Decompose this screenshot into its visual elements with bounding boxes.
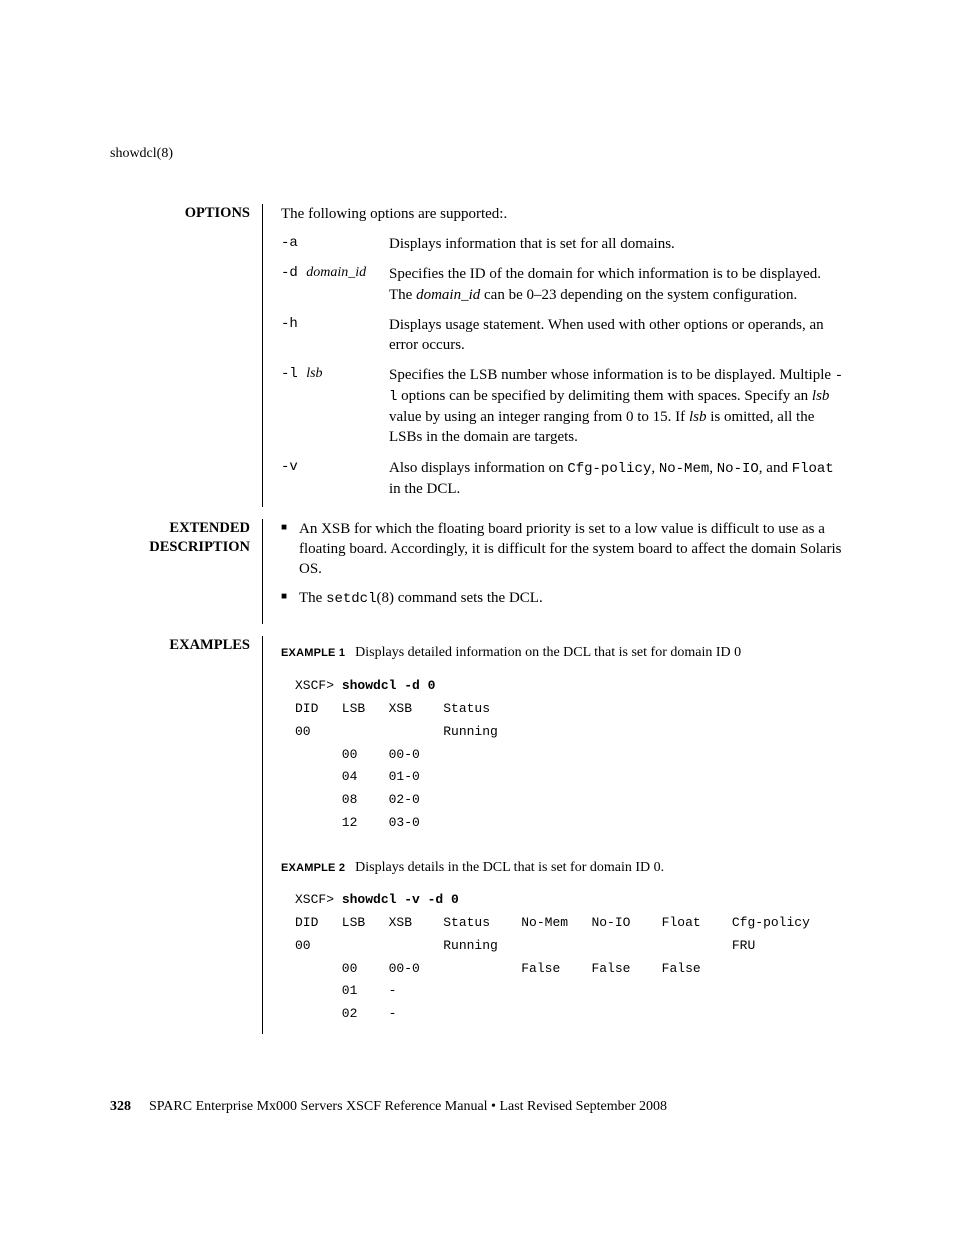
opt-d-flag: -d domain_id (281, 264, 389, 305)
opt-a-desc: Displays information that is set for all… (389, 234, 844, 254)
extdesc-bullet-2: The setdcl(8) command sets the DCL. (281, 588, 844, 609)
opt-d-desc: Specifies the ID of the domain for which… (389, 264, 844, 305)
page-footer: 328 SPARC Enterprise Mx000 Servers XSCF R… (110, 1098, 667, 1117)
example2-tag: EXAMPLE 2 (281, 862, 345, 874)
page-number: 328 (110, 1099, 131, 1114)
opt-h-row: -h Displays usage statement. When used w… (281, 315, 844, 356)
extdesc-label: EXTENDED DESCRIPTION (110, 519, 262, 625)
opt-a-row: -a Displays information that is set for … (281, 234, 844, 254)
example1-desc: Displays detailed information on the DCL… (355, 645, 741, 660)
opt-v-row: -v Also displays information on Cfg-poli… (281, 458, 844, 499)
extdesc-section: EXTENDED DESCRIPTION An XSB for which th… (110, 519, 844, 625)
example2-header: EXAMPLE 2 Displays details in the DCL tha… (281, 857, 844, 878)
page-content: showdcl(8) OPTIONS The following options… (0, 0, 954, 1034)
options-section: OPTIONS The following options are suppor… (110, 204, 844, 507)
opt-v-flag: -v (281, 458, 389, 499)
example1-code: XSCF> showdcl -d 0 DID LSB XSB Status 00… (295, 675, 844, 834)
opt-h-flag: -h (281, 315, 389, 356)
example2-desc: Displays details in the DCL that is set … (355, 860, 664, 875)
extdesc-list: An XSB for which the floating board prio… (281, 519, 844, 609)
example1-header: EXAMPLE 1 Displays detailed information o… (281, 642, 844, 663)
options-body: The following options are supported:. -a… (262, 204, 844, 507)
extdesc-body: An XSB for which the floating board prio… (262, 519, 844, 625)
examples-body: EXAMPLE 1 Displays detailed information o… (262, 636, 844, 1034)
opt-l-desc: Specifies the LSB number whose informati… (389, 365, 844, 447)
examples-label: EXAMPLES (110, 636, 262, 1034)
example1-tag: EXAMPLE 1 (281, 647, 345, 659)
opt-h-desc: Displays usage statement. When used with… (389, 315, 844, 356)
options-label: OPTIONS (110, 204, 262, 507)
extdesc-bullet-1: An XSB for which the floating board prio… (281, 519, 844, 580)
opt-v-desc: Also displays information on Cfg-policy,… (389, 458, 844, 499)
examples-section: EXAMPLES EXAMPLE 1 Displays detailed info… (110, 636, 844, 1034)
opt-l-flag: -l lsb (281, 365, 389, 447)
footer-text: SPARC Enterprise Mx000 Servers XSCF Refe… (149, 1099, 667, 1114)
example2-code: XSCF> showdcl -v -d 0 DID LSB XSB Status… (295, 889, 844, 1026)
opt-l-row: -l lsb Specifies the LSB number whose in… (281, 365, 844, 447)
header-cmd: showdcl(8) (110, 146, 173, 161)
opt-d-row: -d domain_id Specifies the ID of the dom… (281, 264, 844, 305)
options-intro: The following options are supported:. (281, 204, 844, 224)
page-header: showdcl(8) (110, 145, 844, 164)
opt-a-flag: -a (281, 234, 389, 254)
